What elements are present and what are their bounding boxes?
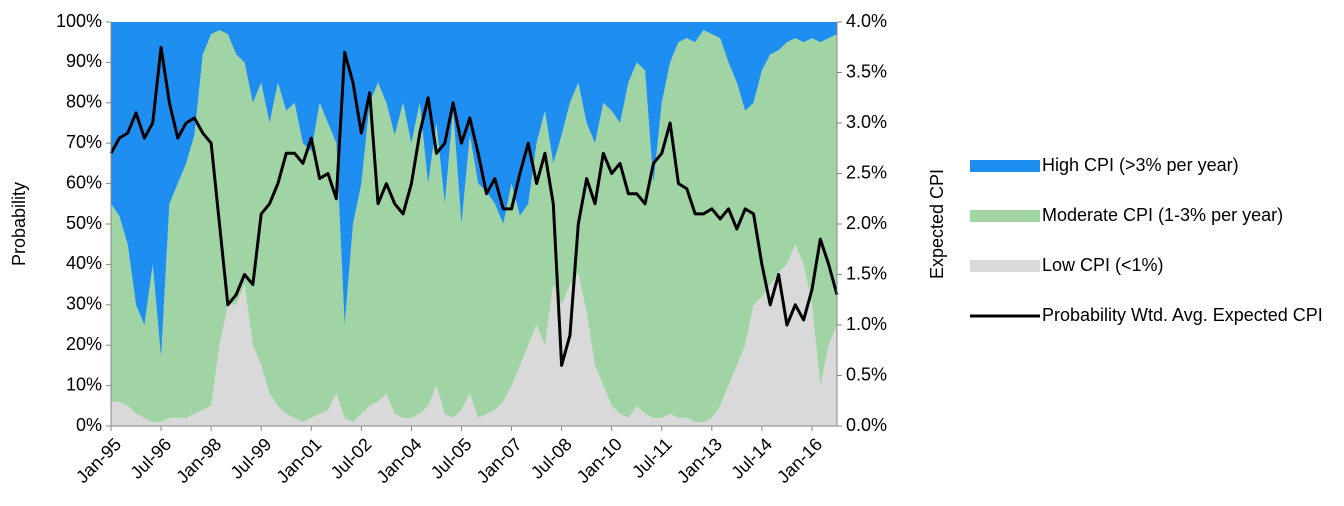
line: [109, 45, 839, 367]
x-tick-label: Jan-98: [172, 434, 225, 487]
y2-tick-label: 3.0%: [846, 112, 887, 132]
legend-label: Low CPI (<1%): [1042, 255, 1164, 275]
y-tick-label: 10%: [66, 374, 102, 394]
y-tick-label: 40%: [66, 253, 102, 273]
x-tick-label: Jan-04: [373, 434, 426, 487]
y-axis-title: Probability: [9, 182, 29, 266]
x-tick-label: Jul-11: [628, 434, 676, 482]
y2-tick-label: 2.0%: [846, 213, 887, 233]
legend-swatch: [970, 160, 1040, 172]
y-tick-label: 100%: [56, 11, 102, 31]
area: [111, 30, 837, 422]
y2-tick-label: 4.0%: [846, 11, 887, 31]
legend-label: High CPI (>3% per year): [1042, 155, 1239, 175]
x-tick-label: Jan-16: [773, 434, 826, 487]
y2-tick-label: 3.5%: [846, 61, 887, 81]
y-tick-label: 60%: [66, 172, 102, 192]
x-tick-label: Jul-08: [527, 434, 576, 483]
legend-swatch: [970, 260, 1040, 272]
x-tick-label: Jan-01: [272, 434, 325, 487]
x-tick-label: Jul-96: [126, 434, 175, 483]
y2-tick-label: 0.5%: [846, 364, 887, 384]
legend-label: Probability Wtd. Avg. Expected CPI: [1042, 305, 1323, 325]
x-tick-label: Jan-07: [473, 434, 526, 487]
x-tick-label: Jul-02: [327, 434, 376, 483]
y2-axis-title: Expected CPI: [927, 169, 947, 279]
y2-tick-label: 1.0%: [846, 314, 887, 334]
x-tick-label: Jul-05: [427, 434, 476, 483]
legend-label: Moderate CPI (1-3% per year): [1042, 205, 1283, 225]
y2-tick-label: 1.5%: [846, 263, 887, 283]
y-tick-label: 70%: [66, 132, 102, 152]
x-tick-label: Jan-13: [673, 434, 726, 487]
legend-swatch: [970, 210, 1040, 222]
y-tick-label: 90%: [66, 51, 102, 71]
y2-tick-label: 0.0%: [846, 415, 887, 435]
y-tick-label: 50%: [66, 213, 102, 233]
x-tick-label: Jul-99: [227, 434, 276, 483]
area: [111, 244, 837, 426]
y-tick-label: 0%: [76, 415, 102, 435]
x-tick-label: Jul-14: [727, 434, 776, 483]
x-tick-label: Jan-10: [573, 434, 626, 487]
y-tick-label: 80%: [66, 92, 102, 112]
x-tick-label: Jan-95: [72, 434, 125, 487]
y-tick-label: 20%: [66, 334, 102, 354]
area: [111, 22, 837, 358]
y2-tick-label: 2.5%: [846, 162, 887, 182]
y-tick-label: 30%: [66, 294, 102, 314]
